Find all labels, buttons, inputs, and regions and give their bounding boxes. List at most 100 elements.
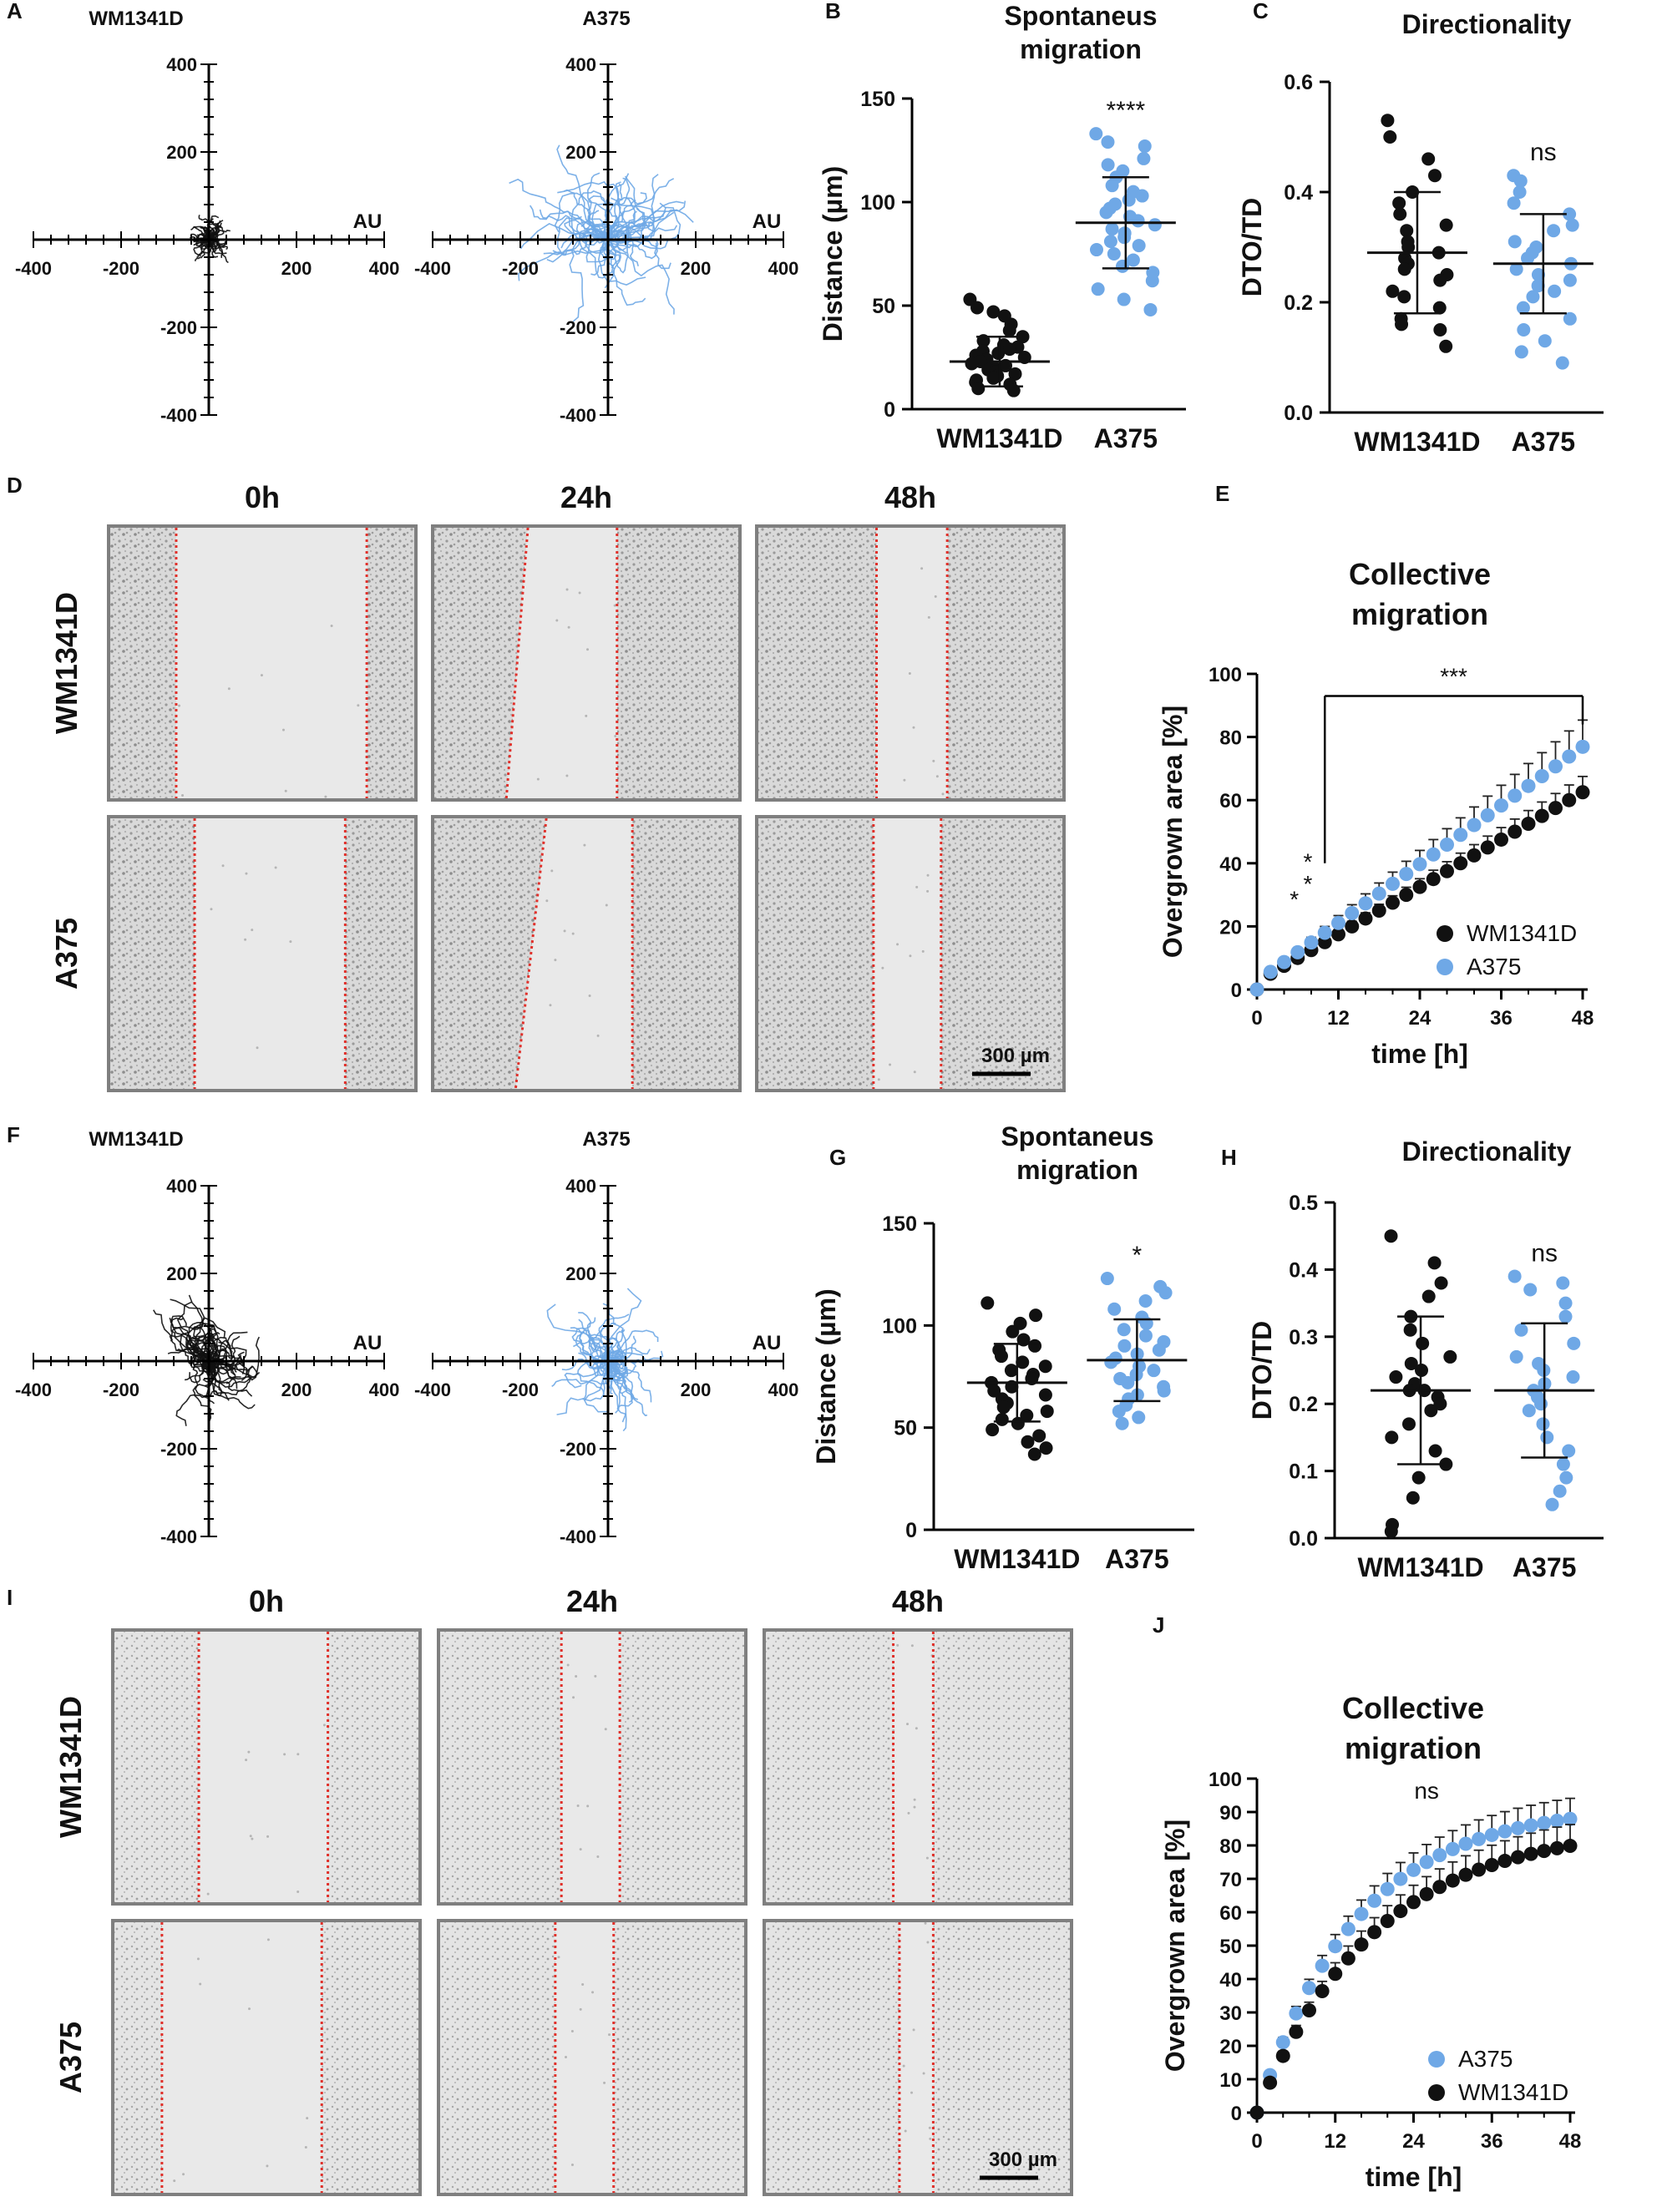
debris-dot [896, 943, 899, 946]
data-point [1091, 282, 1105, 296]
trajectory-track [607, 209, 694, 240]
y-tick-label: 0 [884, 398, 895, 422]
data-point [1340, 1951, 1355, 1966]
x-tick-label: 12 [1327, 1007, 1350, 1030]
debris-dot [915, 1727, 918, 1730]
debris-dot [284, 789, 287, 792]
micrograph-border [437, 1628, 747, 1906]
micrograph-border [111, 1919, 422, 2196]
data-point [1132, 1410, 1146, 1425]
y-tick-label: -400 [160, 1526, 197, 1547]
line-chart-e: Collective migration 0 20 40 60 80 100 0 12 24 36 48… [1158, 557, 1594, 1069]
data-point [1432, 301, 1447, 315]
data-point [1433, 273, 1447, 287]
x-tick-label: 36 [1490, 1007, 1513, 1030]
data-point [981, 1296, 995, 1310]
data-point [1472, 1831, 1487, 1846]
y-tick-label: 400 [565, 1176, 596, 1197]
y-tick-label: 400 [166, 1176, 197, 1197]
x-tick-label: 12 [1324, 2130, 1346, 2153]
debris-dot [913, 1805, 916, 1809]
debris-dot [289, 940, 292, 944]
data-point [1433, 1397, 1447, 1411]
debris-dot [913, 1071, 916, 1074]
data-point [1509, 1349, 1523, 1364]
data-point [1523, 1846, 1538, 1861]
chart-title: Directionality [1402, 1136, 1572, 1167]
chart-title: Collective [1349, 557, 1491, 591]
panel-letter-h: H [1221, 1145, 1237, 1170]
data-point [1006, 1324, 1020, 1339]
data-point [1508, 824, 1523, 839]
y-tick-label: 20 [1219, 916, 1242, 939]
scratch-gap [199, 1630, 328, 1904]
data-point [1397, 262, 1411, 276]
debris-dot [266, 1835, 270, 1838]
data-point [1358, 911, 1373, 926]
debris-dot [342, 1059, 345, 1062]
trajectory-title: WM1341D [89, 8, 183, 30]
trajectory-track [583, 1360, 609, 1413]
debris-dot [563, 929, 566, 933]
x-tick-label: -400 [414, 1379, 451, 1400]
x-tick-label: 48 [1572, 1007, 1594, 1030]
debris-dot [296, 1891, 300, 1894]
data-point [1392, 196, 1406, 210]
data-point [1511, 1820, 1525, 1835]
data-point [1393, 1871, 1408, 1886]
data-point [1131, 214, 1145, 228]
data-point [1367, 1925, 1382, 1940]
y-tick-label: 40 [1219, 853, 1242, 876]
data-point [1138, 139, 1152, 154]
data-point [1412, 879, 1427, 894]
y-tick-label: 150 [882, 1212, 917, 1236]
debris-dot [603, 2081, 606, 2084]
data-point [1397, 290, 1411, 304]
debris-dot [913, 1798, 916, 1801]
data-point [1563, 1811, 1578, 1826]
data-point [1419, 1886, 1434, 1901]
micrograph-grid-d: 0h 24h 48h WM1341D A375 300 µm [49, 480, 1066, 1092]
debris-dot [910, 2091, 914, 2094]
debris-dot [915, 885, 919, 888]
debris-dot [571, 932, 575, 935]
debris-dot [304, 2146, 307, 2149]
debris-dot [244, 938, 247, 941]
debris-dot [585, 714, 588, 717]
data-point [1302, 2003, 1316, 2018]
data-point [995, 1412, 1009, 1426]
data-point [1514, 1323, 1528, 1337]
trajectory-track [176, 1301, 215, 1362]
debris-dot [536, 777, 540, 781]
debris-dot [906, 1723, 910, 1726]
data-point [1122, 193, 1136, 207]
data-point [1385, 1430, 1399, 1445]
y-tick-label: 0.0 [1289, 1527, 1318, 1551]
y-tick-label: 50 [1219, 1936, 1242, 1958]
micrograph-border [111, 1628, 422, 1906]
data-point [1534, 808, 1549, 823]
debris-dot [566, 1663, 570, 1667]
y-axis-label: DTO/TD [1237, 198, 1267, 297]
axis-unit-label: AU [752, 210, 782, 233]
debris-dot [896, 1643, 899, 1647]
trajectory-track [607, 239, 675, 315]
data-point [994, 1349, 1008, 1364]
data-point [1038, 1359, 1052, 1374]
data-point [1103, 235, 1117, 249]
data-point [996, 1400, 1011, 1415]
data-point [1029, 1308, 1043, 1323]
data-point [1472, 1862, 1487, 1877]
debris-dot [283, 1753, 286, 1756]
category-label: WM1341D [1357, 1552, 1483, 1582]
debris-dot [550, 869, 554, 873]
trajectory-track [193, 239, 210, 257]
legend-marker [1437, 925, 1453, 942]
data-point [1549, 1814, 1564, 1829]
timepoint-label: 0h [245, 480, 280, 514]
data-point [1433, 323, 1447, 337]
data-point [1028, 1339, 1042, 1353]
significance-label: * [1290, 887, 1299, 913]
debris-dot [248, 2007, 251, 2011]
